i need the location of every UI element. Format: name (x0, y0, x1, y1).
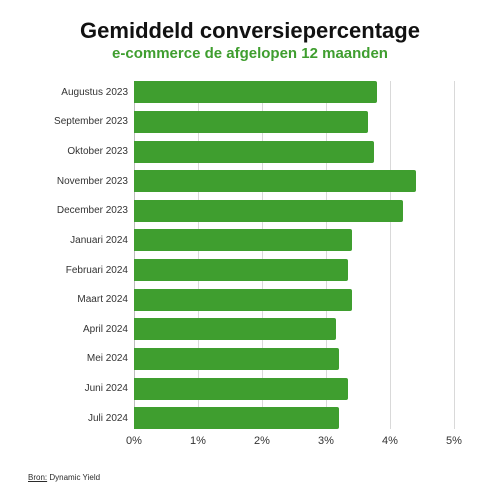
y-axis-label: September 2023 (54, 116, 134, 127)
y-axis-label: Maart 2024 (77, 294, 134, 305)
bar (134, 141, 374, 163)
bar-row: Maart 2024 (134, 289, 454, 311)
y-axis-label: Juni 2024 (85, 383, 134, 394)
source-value: Dynamic Yield (49, 473, 100, 482)
bar-row: Oktober 2023 (134, 141, 454, 163)
bar (134, 170, 416, 192)
bar (134, 407, 339, 429)
y-axis-label: Februari 2024 (66, 265, 134, 276)
gridline (454, 81, 455, 429)
bar-row: September 2023 (134, 111, 454, 133)
chart-plot-area: Augustus 2023 September 2023 Oktober 2023 N… (28, 81, 472, 459)
bar-row: Augustus 2023 (134, 81, 454, 103)
bars-group: Augustus 2023 September 2023 Oktober 2023 N… (134, 81, 454, 429)
bar-row: Februari 2024 (134, 259, 454, 281)
chart-container: Gemiddeld conversiepercentage e-commerce… (0, 0, 500, 500)
bar-row: November 2023 (134, 170, 454, 192)
x-axis-tick: 5% (446, 435, 462, 447)
y-axis-label: November 2023 (57, 176, 134, 187)
x-axis-tick: 3% (318, 435, 334, 447)
plot-region: Augustus 2023 September 2023 Oktober 2023 N… (134, 81, 454, 429)
bar-row: April 2024 (134, 318, 454, 340)
bar (134, 81, 377, 103)
y-axis-label: December 2023 (57, 205, 134, 216)
bar-row: Juli 2024 (134, 407, 454, 429)
bar (134, 200, 403, 222)
x-axis-tick: 0% (126, 435, 142, 447)
x-axis-tick: 4% (382, 435, 398, 447)
bar-row: Mei 2024 (134, 348, 454, 370)
bar (134, 111, 368, 133)
chart-subtitle: e-commerce de afgelopen 12 maanden (28, 45, 472, 63)
bar (134, 289, 352, 311)
y-axis-label: Oktober 2023 (67, 146, 134, 157)
bar (134, 229, 352, 251)
bar-row: Juni 2024 (134, 378, 454, 400)
x-axis-tick: 1% (190, 435, 206, 447)
bar-row: Januari 2024 (134, 229, 454, 251)
y-axis-label: Mei 2024 (87, 353, 134, 364)
bar (134, 348, 339, 370)
bar (134, 378, 348, 400)
y-axis-label: Januari 2024 (70, 235, 134, 246)
source-attribution: Bron: Dynamic Yield (28, 473, 100, 482)
y-axis-label: Augustus 2023 (61, 87, 134, 98)
x-axis-tick: 2% (254, 435, 270, 447)
y-axis-label: Juli 2024 (88, 413, 134, 424)
source-label: Bron: (28, 473, 47, 482)
bar (134, 318, 336, 340)
chart-title: Gemiddeld conversiepercentage (28, 18, 472, 43)
y-axis-label: April 2024 (83, 324, 134, 335)
bar-row: December 2023 (134, 200, 454, 222)
bar (134, 259, 348, 281)
